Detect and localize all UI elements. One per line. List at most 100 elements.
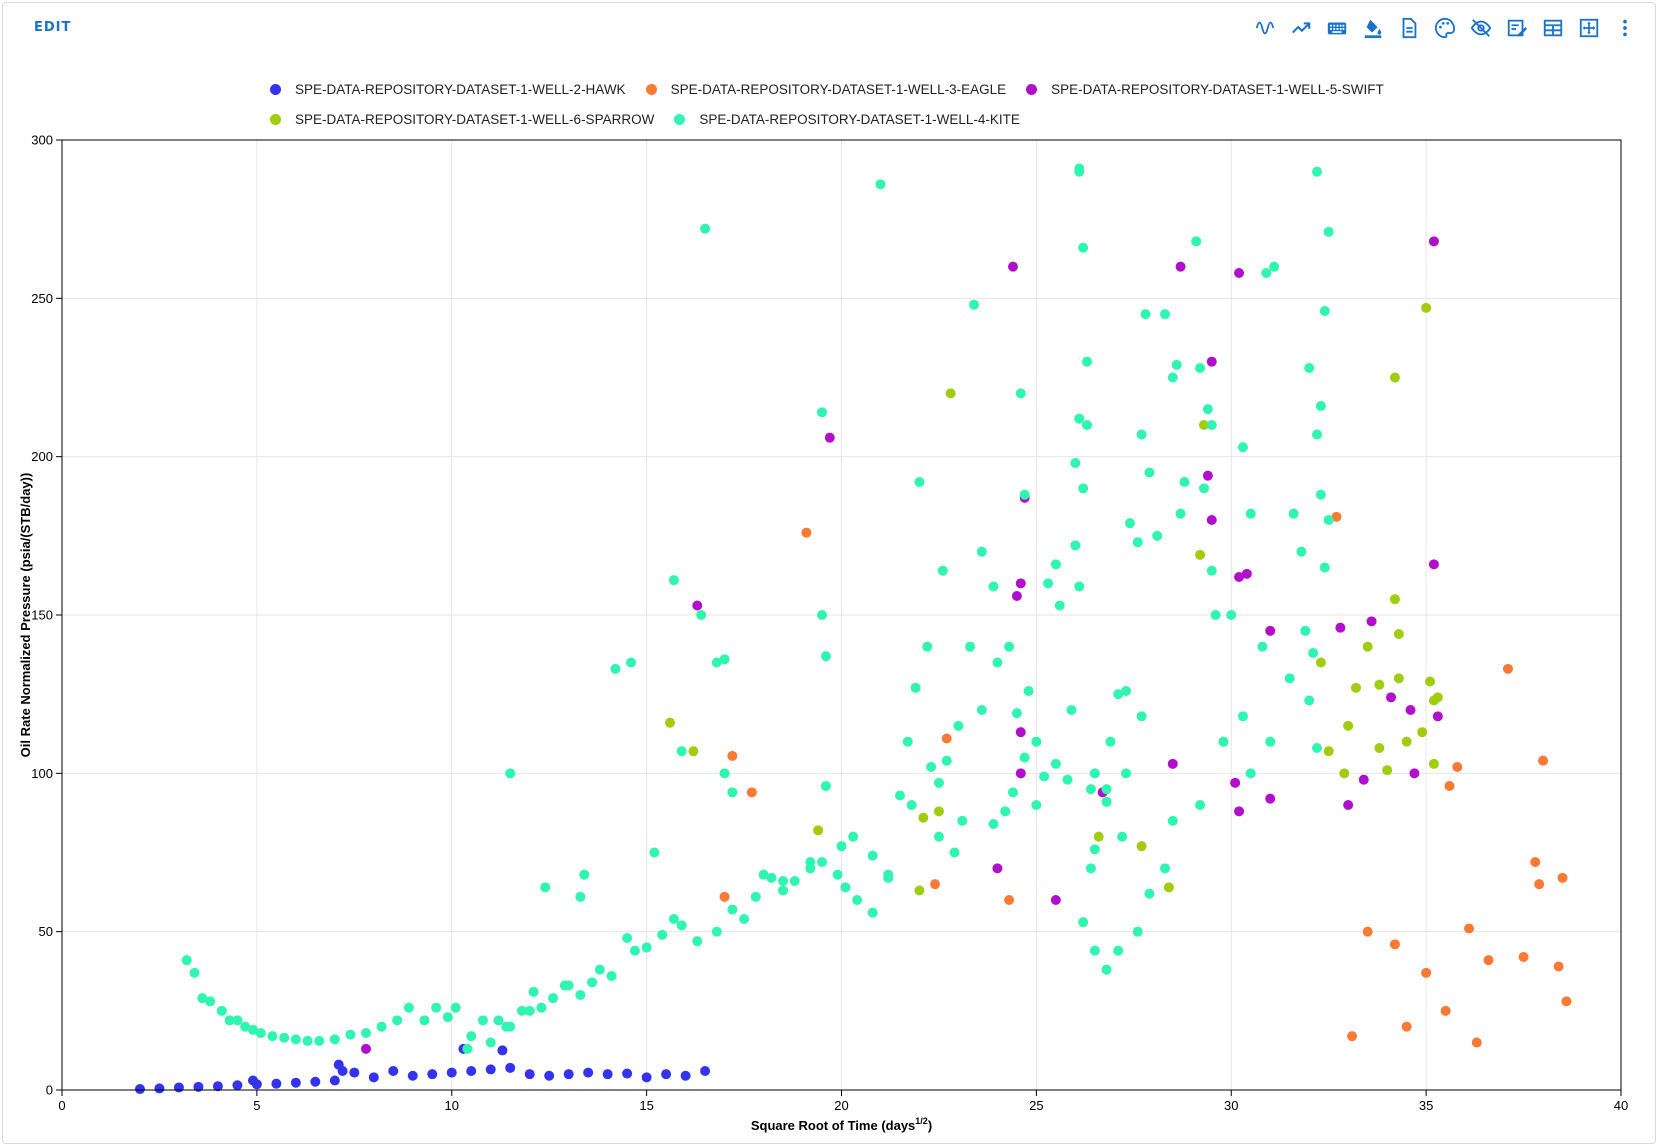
y-tick-label: 50 [39,924,53,939]
data-point [240,1021,251,1032]
more-vert-icon[interactable] [1610,14,1640,42]
edit-button[interactable]: EDIT [34,20,72,35]
data-point [314,1035,325,1046]
data-point [910,682,921,693]
x-tick-label: 25 [1029,1098,1043,1113]
x-tick-label: 30 [1224,1098,1238,1113]
data-point [290,1077,301,1088]
keyboard-icon[interactable] [1322,14,1352,42]
data-point [1230,777,1241,788]
data-point [918,812,929,823]
data-point [992,657,1003,668]
data-point [832,869,843,880]
legend-item-kite[interactable]: SPE-DATA-REPOSITORY-DATASET-1-WELL-4-KIT… [674,112,1020,127]
data-point [801,527,812,538]
visibility-off-icon[interactable] [1466,14,1496,42]
legend-item-swift[interactable]: SPE-DATA-REPOSITORY-DATASET-1-WELL-5-SWI… [1026,82,1384,97]
data-point [922,641,933,652]
wave-icon[interactable] [1250,14,1280,42]
data-point [894,790,905,801]
grid [61,139,1622,1091]
fill-icon[interactable] [1358,14,1388,42]
data-point [1428,236,1439,247]
legend-item-hawk[interactable]: SPE-DATA-REPOSITORY-DATASET-1-WELL-2-HAW… [270,82,626,97]
legend-item-sparrow[interactable]: SPE-DATA-REPOSITORY-DATASET-1-WELL-6-SPA… [270,112,654,127]
data-point [926,762,937,772]
data-point [1389,594,1400,605]
data-point [1023,686,1034,696]
data-point [1089,844,1100,855]
data-point [1237,711,1248,722]
data-point [1078,242,1089,253]
data-point [727,750,738,761]
data-point [212,1081,223,1092]
data-point [805,863,816,874]
data-point [1101,784,1112,795]
move-icon[interactable] [1574,14,1604,42]
data-point [727,904,738,915]
data-point [1195,363,1206,373]
data-point [1050,559,1061,570]
data-point [388,1066,399,1076]
data-point [824,432,835,443]
data-point [1405,705,1416,715]
data-point [329,1075,340,1086]
data-point [345,1029,356,1040]
data-point [1198,483,1209,494]
data-point [1175,508,1186,519]
data-point [1257,641,1268,652]
data-point [154,1083,165,1094]
palette-icon[interactable] [1430,14,1460,42]
document-icon[interactable] [1394,14,1424,42]
legend-item-eagle[interactable]: SPE-DATA-REPOSITORY-DATASET-1-WELL-3-EAG… [645,82,1006,97]
data-point [1502,663,1513,674]
trend-icon[interactable] [1286,14,1316,42]
data-point [778,885,789,896]
data-point [1234,268,1245,278]
edit-note-icon[interactable] [1502,14,1532,42]
data-point [540,882,551,893]
data-point [587,977,598,988]
data-point [1113,689,1124,700]
data-point [758,869,769,880]
data-point [1004,895,1015,905]
data-point [1089,945,1100,956]
data-point [485,1064,496,1075]
data-point [446,1067,457,1078]
data-point [1234,572,1245,582]
data-point [1031,800,1042,810]
data-point [626,657,637,668]
data-point [173,1082,184,1093]
data-point [205,996,216,1007]
data-point [852,895,863,905]
x-tick-label: 35 [1419,1098,1433,1113]
data-point [189,967,200,978]
data-point [1144,467,1155,478]
data-point [668,575,679,586]
data-point [661,1069,672,1080]
data-point [1191,236,1202,247]
legend-label: SPE-DATA-REPOSITORY-DATASET-1-WELL-2-HAW… [295,81,626,97]
data-point [1136,429,1147,440]
data-point [1315,657,1326,668]
data-point [1538,755,1549,766]
data-point [1518,952,1529,962]
chart-legend: SPE-DATA-REPOSITORY-DATASET-1-WELL-2-HAW… [270,74,1470,134]
data-point [902,736,913,747]
data-point [848,831,859,842]
data-point [875,179,886,190]
data-point [1393,629,1404,639]
data-point [1343,720,1354,731]
table-icon[interactable] [1538,14,1568,42]
data-point [1350,682,1361,693]
data-point [497,1045,508,1056]
data-point [1245,508,1256,519]
y-tick-label: 150 [31,608,53,623]
data-point [216,1005,227,1016]
data-point [1167,815,1178,826]
data-point [836,841,847,852]
data-point [1311,743,1322,753]
data-point [1132,926,1143,937]
data-point [1319,562,1330,573]
